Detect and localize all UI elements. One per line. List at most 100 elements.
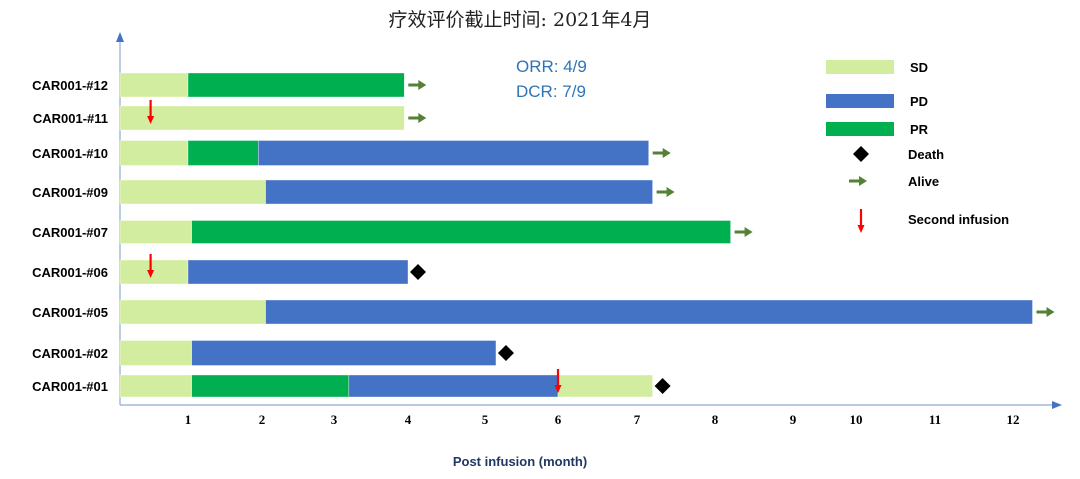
x-tick-label: 8 xyxy=(712,412,719,427)
legend-item-second-infusion: Second infusion xyxy=(857,209,1009,233)
legend-label: Alive xyxy=(908,174,939,189)
x-tick-label: 5 xyxy=(482,412,489,427)
status-bar-pr xyxy=(191,220,731,244)
patient-label: CAR001-#05 xyxy=(32,305,108,320)
outcome-markers xyxy=(147,80,1055,394)
patient-label: CAR001-#11 xyxy=(33,111,108,126)
alive-arrow-head xyxy=(666,187,675,197)
patient-row xyxy=(119,140,649,166)
x-tick-label: 6 xyxy=(555,412,562,427)
alive-arrow-head xyxy=(662,148,671,158)
legend-item-pd: PD xyxy=(826,94,928,109)
legend-label: Second infusion xyxy=(908,212,1009,227)
patient-bars xyxy=(119,72,1033,398)
patient-row xyxy=(119,72,405,98)
x-tick-label: 7 xyxy=(634,412,641,427)
alive-arrow-icon xyxy=(408,113,427,123)
y-axis-arrow-icon xyxy=(116,32,124,42)
patient-row xyxy=(119,374,653,398)
patient-label: CAR001-#06 xyxy=(32,265,108,280)
legend-label: PD xyxy=(910,94,928,109)
status-bar-pr xyxy=(191,374,350,398)
status-bar-sd xyxy=(119,299,266,325)
legend-label: SD xyxy=(910,60,928,75)
status-bar-sd xyxy=(119,374,192,398)
chart-title: 疗效评价截止时间: 2021年4月 xyxy=(389,9,652,31)
patient-row xyxy=(119,220,731,244)
second-infusion-arrow-icon xyxy=(857,209,865,233)
death-diamond-icon xyxy=(654,378,671,394)
patient-label: CAR001-#02 xyxy=(32,346,108,361)
alive-arrow-icon xyxy=(652,148,671,158)
patient-row xyxy=(119,179,653,205)
legend-item-pr: PR xyxy=(826,122,929,137)
patient-row xyxy=(119,299,1033,325)
patient-label: CAR001-#09 xyxy=(32,185,108,200)
second-infusion-head xyxy=(857,225,865,233)
patient-row xyxy=(119,105,405,131)
legend-label: Death xyxy=(908,147,944,162)
status-bar-sd xyxy=(119,220,192,244)
orr-annotation: ORR: 4/9 xyxy=(516,57,587,76)
x-axis-arrow-icon xyxy=(1052,401,1062,409)
status-bar-sd xyxy=(557,374,653,398)
x-tick-label: 4 xyxy=(405,412,412,427)
alive-arrow-icon xyxy=(408,80,427,90)
status-bar-pd xyxy=(348,374,559,398)
x-axis-label: Post infusion (month) xyxy=(453,454,587,469)
patient-row xyxy=(119,340,497,366)
status-bar-pd xyxy=(257,140,649,166)
status-bar-sd xyxy=(119,340,192,366)
legend-item-death: Death xyxy=(853,146,944,162)
legend-swatch xyxy=(826,94,894,108)
status-bar-pd xyxy=(191,340,497,366)
death-diamond-icon xyxy=(497,345,514,361)
status-bar-sd xyxy=(119,179,266,205)
chart-legend: SD PD PR Death Alive Second infusion xyxy=(826,60,1009,233)
status-bar-pr xyxy=(187,72,405,98)
legend-swatch xyxy=(826,122,894,136)
death-diamond-icon xyxy=(853,146,869,162)
alive-arrow-head xyxy=(859,176,867,186)
alive-arrow-icon xyxy=(734,227,753,237)
alive-arrow-head xyxy=(1046,307,1055,317)
second-infusion-arrow-icon xyxy=(147,100,155,124)
patient-label: CAR001-#12 xyxy=(32,78,108,93)
response-annotations: ORR: 4/9 DCR: 7/9 xyxy=(516,57,587,101)
legend-item-sd: SD xyxy=(826,60,928,75)
second-infusion-arrow-icon xyxy=(147,254,155,278)
status-bar-sd xyxy=(119,72,189,98)
status-bar-pd xyxy=(265,179,653,205)
x-tick-label: 1 xyxy=(185,412,192,427)
alive-arrow-icon xyxy=(849,176,867,186)
status-bar-pd xyxy=(187,259,409,285)
alive-arrow-head xyxy=(744,227,753,237)
second-infusion-head xyxy=(147,116,155,124)
x-tick-label: 10 xyxy=(850,412,863,427)
second-infusion-head xyxy=(147,270,155,278)
second-infusion-head xyxy=(554,385,562,393)
legend-item-alive: Alive xyxy=(849,174,939,189)
alive-arrow-icon xyxy=(656,187,675,197)
status-bar-sd xyxy=(119,140,189,166)
x-tick-label: 3 xyxy=(331,412,338,427)
patient-row xyxy=(119,259,409,285)
death-diamond-icon xyxy=(410,264,426,280)
patient-labels: CAR001-#12 CAR001-#11 CAR001-#10 CAR001-#09… xyxy=(32,78,108,394)
status-bar-pr xyxy=(187,140,259,166)
status-bar-sd xyxy=(119,105,405,131)
alive-arrow-head xyxy=(418,80,427,90)
dcr-annotation: DCR: 7/9 xyxy=(516,82,586,101)
second-infusion-arrow-icon xyxy=(554,369,562,393)
legend-label: PR xyxy=(910,122,929,137)
x-tick-label: 9 xyxy=(790,412,797,427)
status-bar-pd xyxy=(265,299,1033,325)
x-tick-label: 11 xyxy=(929,412,941,427)
legend-swatch xyxy=(826,60,894,74)
patient-label: CAR001-#01 xyxy=(32,379,108,394)
alive-arrow-icon xyxy=(1036,307,1055,317)
alive-arrow-head xyxy=(418,113,427,123)
patient-label: CAR001-#10 xyxy=(32,146,108,161)
x-tick-labels: 1 2 3 4 5 6 7 8 9 10 11 12 xyxy=(185,412,1020,427)
